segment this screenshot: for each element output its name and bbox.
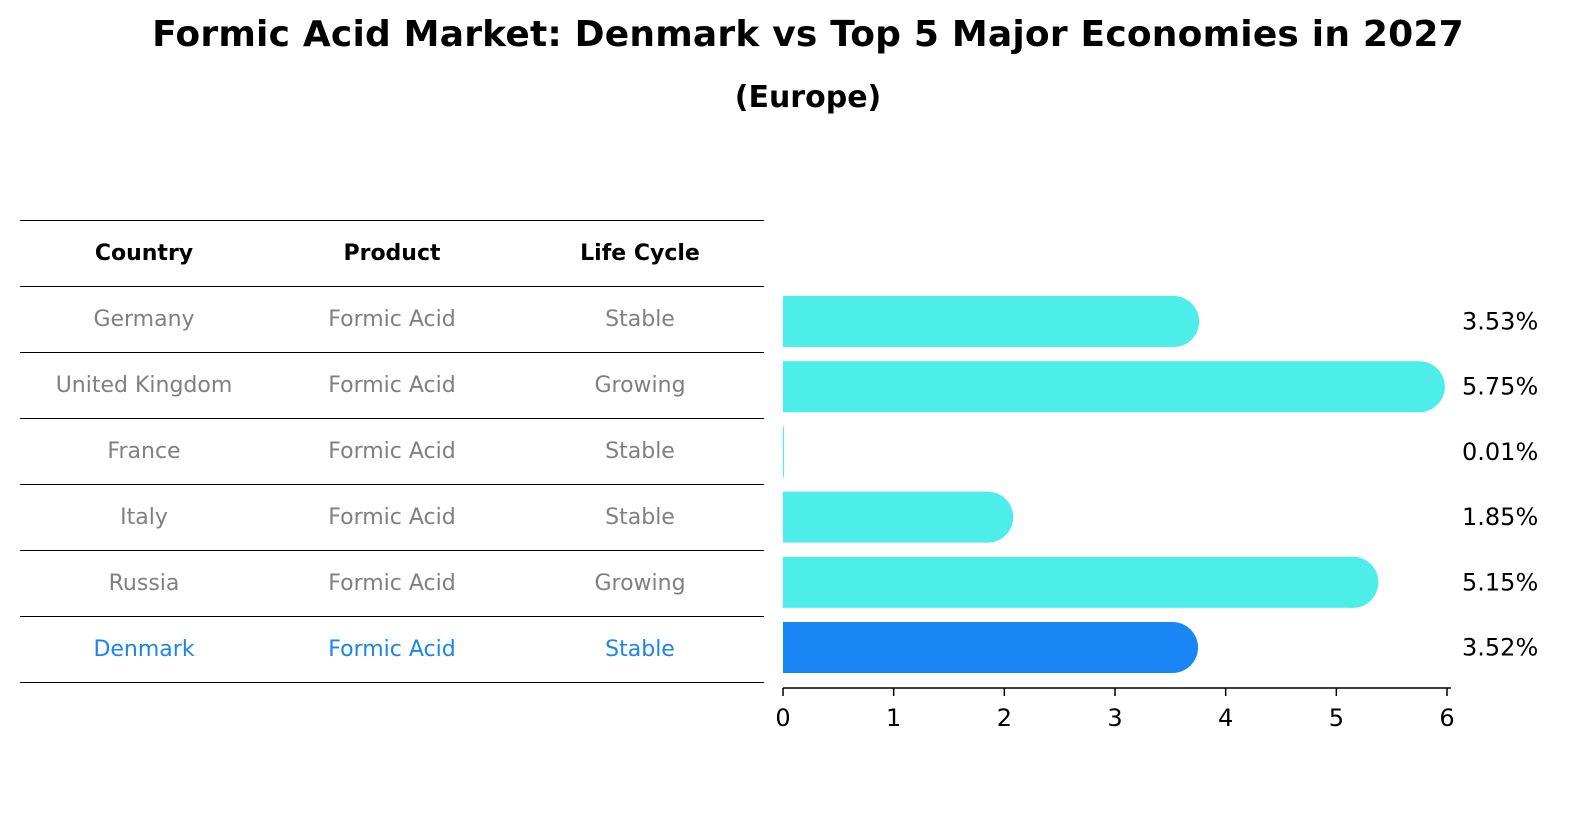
- table-row: Russia Formic Acid Growing: [20, 550, 764, 617]
- table-row: Germany Formic Acid Stable: [20, 286, 764, 353]
- cell-country: Italy: [20, 484, 268, 551]
- bar-value-label: 3.52%: [1462, 634, 1538, 662]
- bar-value-label: 0.01%: [1462, 438, 1538, 466]
- cell-product: Formic Acid: [268, 550, 516, 617]
- bar-cap: [1393, 361, 1445, 413]
- cell-country: Russia: [20, 550, 268, 617]
- cell-country: Germany: [20, 286, 268, 353]
- x-tick-label: 3: [1107, 704, 1122, 732]
- bar: [783, 491, 988, 543]
- header-product: Product: [268, 220, 516, 287]
- cell-life-cycle: Stable: [516, 286, 764, 353]
- cell-product: Formic Acid: [268, 286, 516, 353]
- table-row: France Formic Acid Stable: [20, 418, 764, 485]
- bar-italy: [783, 491, 1014, 543]
- bar-value-label: 5.15%: [1462, 568, 1538, 596]
- table-header-row: Country Product Life Cycle: [20, 220, 764, 287]
- bar: [783, 361, 1420, 413]
- x-tick-label: 1: [886, 704, 901, 732]
- cell-product: Formic Acid: [268, 616, 516, 683]
- bar-cap: [1148, 296, 1200, 347]
- country-table: Country Product Life Cycle Germany Formi…: [20, 220, 764, 683]
- bar-value-label: 3.53%: [1462, 308, 1538, 336]
- bar-value-label: 1.85%: [1462, 503, 1538, 531]
- cell-product: Formic Acid: [268, 418, 516, 485]
- x-tick-label: 5: [1329, 704, 1344, 732]
- header-country: Country: [20, 220, 268, 287]
- bar: [783, 622, 1173, 673]
- cell-country: France: [20, 418, 268, 485]
- cell-life-cycle: Stable: [516, 616, 764, 683]
- bar-united-kingdom: [783, 361, 1445, 413]
- x-tick-label: 0: [775, 704, 790, 732]
- data-table: Country Product Life Cycle Germany Formi…: [20, 220, 764, 683]
- bar: [783, 296, 1174, 347]
- table-row: Italy Formic Acid Stable: [20, 484, 764, 551]
- cell-country: Denmark: [20, 616, 268, 683]
- chart-title: Formic Acid Market: Denmark vs Top 5 Maj…: [152, 14, 1464, 55]
- cell-life-cycle: Stable: [516, 418, 764, 485]
- table-row-highlight: Denmark Formic Acid Stable: [20, 616, 764, 683]
- bar-denmark: [783, 622, 1199, 673]
- bar-cap: [1147, 622, 1199, 673]
- cell-product: Formic Acid: [268, 352, 516, 419]
- bar-france: [783, 426, 785, 478]
- bar-cap: [962, 491, 1014, 543]
- cell-product: Formic Acid: [268, 484, 516, 551]
- bar-cap: [1327, 556, 1379, 608]
- table-row: United Kingdom Formic Acid Growing: [20, 352, 764, 419]
- bar: [783, 556, 1353, 608]
- bar: [783, 426, 785, 478]
- cell-life-cycle: Stable: [516, 484, 764, 551]
- cell-country: United Kingdom: [20, 352, 268, 419]
- bar-germany: [783, 296, 1200, 347]
- bar-value-label: 5.75%: [1462, 373, 1538, 401]
- header-life-cycle: Life Cycle: [516, 220, 764, 287]
- bar-russia: [783, 556, 1379, 608]
- chart-subtitle: (Europe): [734, 80, 882, 115]
- x-tick-label: 2: [997, 704, 1012, 732]
- cell-life-cycle: Growing: [516, 550, 764, 617]
- x-tick-label: 4: [1218, 704, 1233, 732]
- x-tick-label: 6: [1439, 704, 1454, 732]
